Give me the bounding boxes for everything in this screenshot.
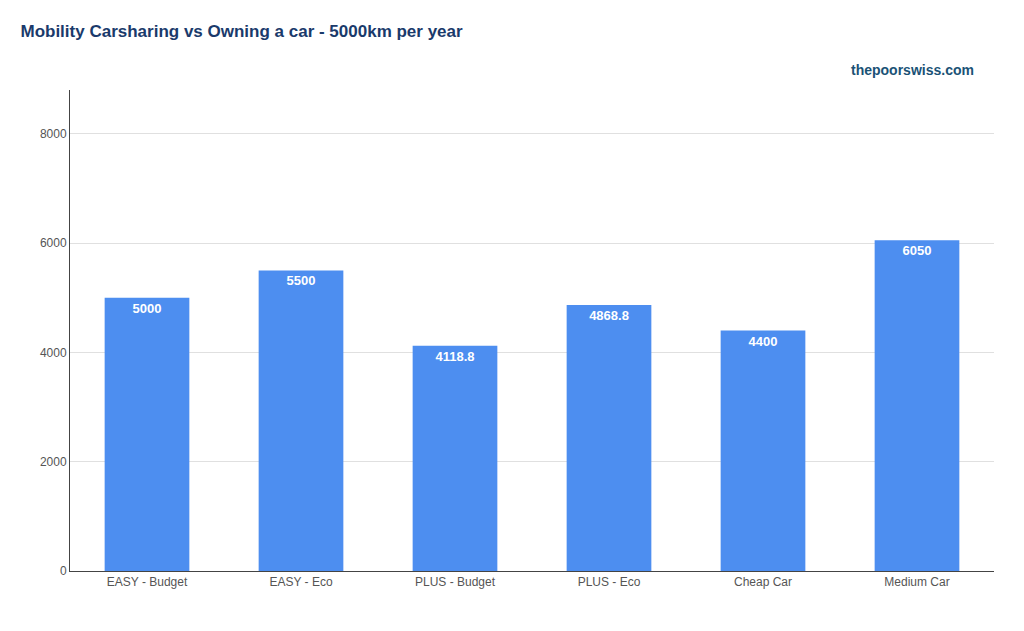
svg-text:Cheap Car: Cheap Car: [734, 575, 792, 589]
svg-text:4000: 4000: [40, 346, 67, 360]
svg-text:thepoorswiss.com: thepoorswiss.com: [851, 62, 974, 78]
svg-text:4400: 4400: [749, 334, 778, 349]
svg-text:8000: 8000: [40, 127, 67, 141]
svg-text:6000: 6000: [40, 236, 67, 250]
svg-text:EASY - Eco: EASY - Eco: [269, 575, 332, 589]
svg-text:0: 0: [60, 564, 67, 578]
svg-text:4118.8: 4118.8: [435, 349, 474, 364]
svg-text:4868.8: 4868.8: [589, 308, 629, 323]
svg-text:PLUS - Eco: PLUS - Eco: [578, 575, 641, 589]
svg-text:6050: 6050: [903, 243, 932, 258]
svg-text:Medium Car: Medium Car: [884, 575, 949, 589]
svg-text:Mobility Carsharing vs Owning: Mobility Carsharing vs Owning a car - 50…: [20, 22, 463, 41]
svg-text:EASY - Budget: EASY - Budget: [107, 575, 188, 589]
svg-text:2000: 2000: [40, 455, 67, 469]
svg-text:5000: 5000: [133, 301, 162, 316]
svg-text:PLUS - Budget: PLUS - Budget: [415, 575, 496, 589]
svg-text:5500: 5500: [287, 273, 316, 288]
